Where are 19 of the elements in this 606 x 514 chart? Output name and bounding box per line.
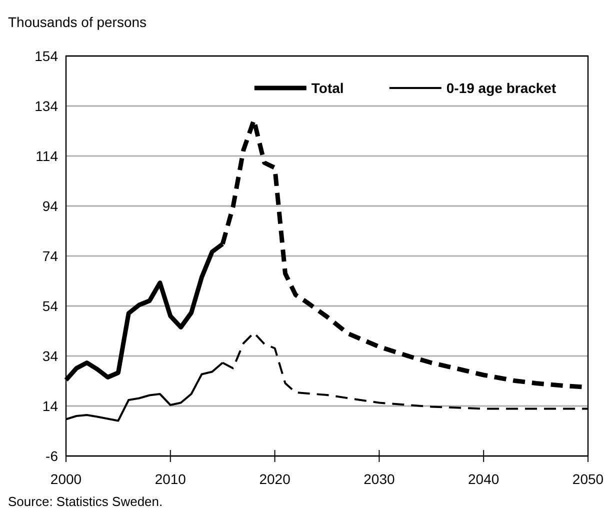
y-tick-label: 74 bbox=[42, 248, 58, 264]
y-tick-label: 94 bbox=[42, 198, 58, 214]
x-tick-label: 2040 bbox=[468, 471, 500, 487]
legend-label: 0-19 age bracket bbox=[446, 80, 556, 96]
y-tick-label: 154 bbox=[34, 48, 58, 64]
x-tick-label: 2030 bbox=[364, 471, 395, 487]
y-tick-label: -6 bbox=[46, 448, 58, 464]
x-tick-label: 2050 bbox=[572, 471, 604, 487]
y-tick-label: 54 bbox=[42, 298, 58, 314]
x-tick-label: 2020 bbox=[259, 471, 291, 487]
legend-label: Total bbox=[311, 80, 344, 96]
y-tick-label: 14 bbox=[42, 398, 58, 414]
x-tick-label: 2010 bbox=[154, 471, 186, 487]
y-tick-label: 134 bbox=[34, 98, 58, 114]
source-note: Source: Statistics Sweden. bbox=[8, 494, 163, 509]
y-tick-label: 114 bbox=[36, 148, 58, 164]
y-axis-title: Thousands of persons bbox=[8, 14, 147, 30]
x-tick-label: 2000 bbox=[50, 471, 82, 487]
y-tick-label: 34 bbox=[42, 348, 58, 364]
